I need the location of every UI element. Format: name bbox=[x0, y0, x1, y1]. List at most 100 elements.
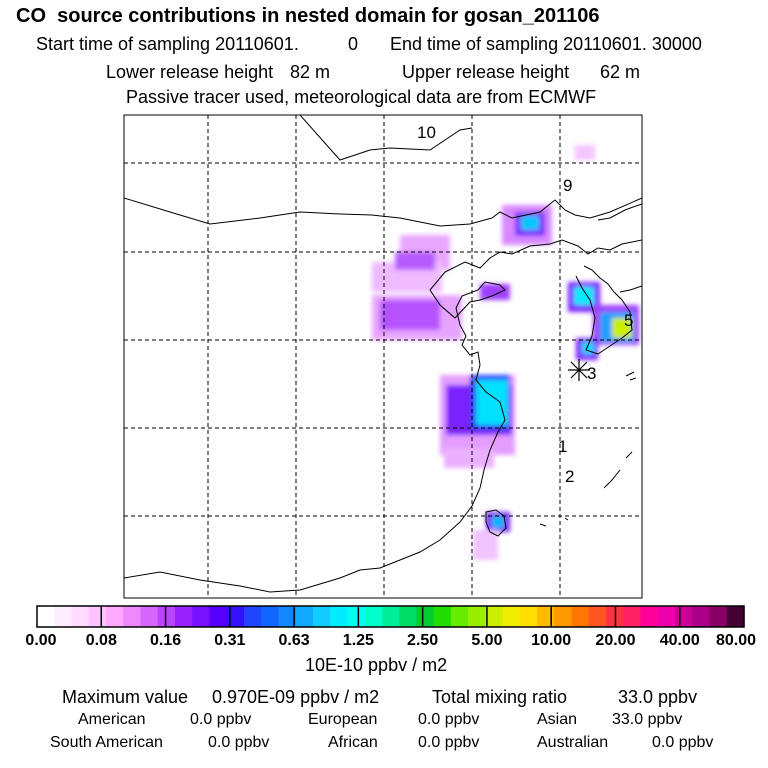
marker-1: 1 bbox=[558, 437, 567, 456]
region-name: American bbox=[78, 711, 146, 728]
island-outline bbox=[539, 371, 637, 527]
colorbar-tick-label: 40.00 bbox=[659, 632, 700, 649]
colorbar-tick-label: 0.08 bbox=[85, 632, 117, 649]
colorbar-swatch bbox=[571, 606, 590, 627]
colorbar-tick-label: 1.25 bbox=[342, 632, 374, 649]
colorbar-tick-label: 2.50 bbox=[407, 632, 439, 649]
plume-area bbox=[574, 287, 594, 305]
plume-area bbox=[473, 530, 498, 560]
start-time-label: Start time of sampling 20110601. bbox=[36, 34, 299, 54]
start-time-value: 0 bbox=[348, 34, 359, 54]
colorbar bbox=[37, 606, 745, 627]
region-value: 0.0 ppbv bbox=[652, 734, 714, 751]
colorbar-unit: 10E-10 ppbv / m2 bbox=[305, 655, 448, 675]
colorbar-swatch bbox=[588, 606, 607, 627]
colorbar-swatch bbox=[105, 606, 124, 627]
colorbar-swatch bbox=[692, 606, 711, 627]
colorbar-swatch bbox=[278, 606, 297, 627]
plume-area bbox=[612, 318, 632, 338]
colorbar-swatch bbox=[123, 606, 142, 627]
colorbar-frame bbox=[36, 605, 745, 628]
region-name: Asian bbox=[537, 711, 578, 728]
plume-area bbox=[492, 516, 504, 528]
plume-area bbox=[444, 448, 494, 468]
max-value: 0.970E-09 ppbv / m2 bbox=[212, 687, 380, 707]
colorbar-swatch bbox=[657, 606, 676, 627]
colorbar-swatch bbox=[433, 606, 452, 627]
colorbar-swatch bbox=[312, 606, 331, 627]
region-value: 0.0 ppbv bbox=[208, 734, 270, 751]
border-line bbox=[491, 197, 642, 219]
lower-release-label: Lower release height bbox=[106, 62, 274, 82]
border-line bbox=[124, 197, 493, 227]
plume-area bbox=[582, 342, 594, 354]
colorbar-swatch bbox=[399, 606, 417, 627]
total-mixing-label: Total mixing ratio bbox=[432, 687, 568, 707]
plume-area bbox=[380, 300, 440, 330]
marker-10: 10 bbox=[417, 123, 436, 142]
coast-line bbox=[429, 239, 642, 291]
colorbar-swatch bbox=[261, 606, 280, 627]
plume-area bbox=[521, 216, 539, 230]
region-value: 0.0 ppbv bbox=[418, 734, 480, 751]
colorbar-swatch bbox=[174, 606, 193, 627]
region-value: 0.0 ppbv bbox=[418, 711, 480, 728]
colorbar-tick-label: 0.63 bbox=[278, 632, 310, 649]
graticule bbox=[124, 115, 642, 598]
region-name: Australian bbox=[537, 734, 609, 751]
colorbar-swatch bbox=[381, 606, 400, 627]
colorbar-swatch bbox=[140, 606, 159, 627]
colorbar-swatch bbox=[243, 606, 262, 627]
tracer-note: Passive tracer used, meteorological data… bbox=[126, 87, 597, 107]
colorbar-tick-label: 80.00 bbox=[715, 632, 757, 649]
colorbar-swatch bbox=[88, 606, 107, 627]
plume-area bbox=[575, 145, 595, 160]
colorbar-tick-label: 0.31 bbox=[214, 632, 246, 649]
plume-area bbox=[476, 380, 508, 425]
colorbar-swatch bbox=[468, 606, 486, 627]
colorbar-swatch bbox=[640, 606, 659, 627]
plume-layer bbox=[372, 145, 639, 560]
receptor-star-icon bbox=[568, 359, 590, 381]
colorbar-swatch bbox=[192, 606, 211, 627]
colorbar-swatch bbox=[209, 606, 228, 627]
colorbar-tick-label: 5.00 bbox=[471, 632, 503, 649]
region-name: African bbox=[328, 734, 378, 751]
colorbar-swatch bbox=[537, 606, 555, 627]
colorbar-swatch bbox=[519, 606, 538, 627]
colorbar-tick-label: 0.16 bbox=[149, 632, 182, 649]
colorbar-swatch bbox=[709, 606, 728, 627]
marker-2: 2 bbox=[565, 467, 574, 486]
colorbar-tick-label: 10.00 bbox=[531, 632, 572, 649]
colorbar-swatch bbox=[37, 606, 55, 627]
colorbar-swatch bbox=[485, 606, 504, 627]
region-name: European bbox=[308, 711, 378, 728]
colorbar-swatch bbox=[416, 606, 435, 627]
colorbar-swatch bbox=[71, 606, 90, 627]
coast-line bbox=[429, 281, 506, 319]
total-mixing-value: 33.0 ppbv bbox=[618, 687, 698, 707]
marker-3: 3 bbox=[587, 364, 596, 383]
colorbar-tick-label: 0.00 bbox=[25, 632, 57, 649]
upper-release-value: 62 m bbox=[600, 62, 641, 82]
colorbar-swatch bbox=[502, 606, 521, 627]
plume-area bbox=[395, 252, 435, 270]
colorbar-swatch bbox=[450, 606, 469, 627]
colorbar-swatch bbox=[54, 606, 73, 627]
region-value: 33.0 ppbv bbox=[612, 711, 683, 728]
plume-area bbox=[480, 284, 510, 300]
colorbar-swatch bbox=[347, 606, 366, 627]
colorbar-swatch bbox=[364, 606, 383, 627]
figure-title: CO source contributions in nested domain… bbox=[16, 5, 600, 27]
map-frame bbox=[123, 114, 643, 599]
marker-9: 9 bbox=[563, 176, 572, 195]
region-name: South American bbox=[50, 734, 163, 751]
border-line bbox=[299, 115, 473, 161]
colorbar-swatch bbox=[554, 606, 573, 627]
upper-release-label: Upper release height bbox=[402, 62, 570, 82]
coast-line bbox=[485, 509, 507, 537]
colorbar-dividers bbox=[100, 606, 681, 627]
end-time-label: End time of sampling 20110601. 30000 bbox=[390, 34, 702, 54]
colorbar-swatch bbox=[157, 606, 176, 627]
